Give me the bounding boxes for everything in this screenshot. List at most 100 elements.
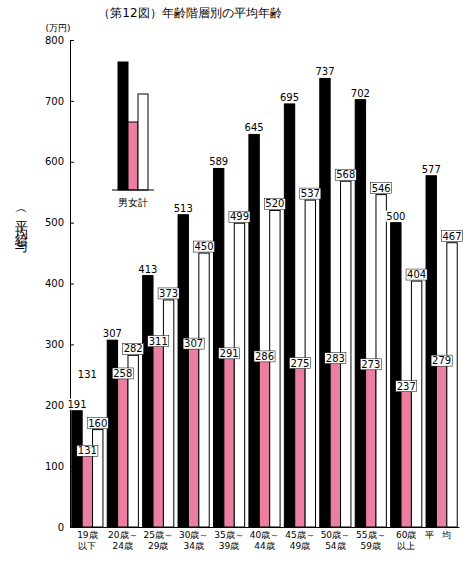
data-label-background	[371, 183, 392, 194]
data-label-background	[229, 211, 250, 222]
data-label: 467	[442, 231, 461, 242]
bar	[118, 370, 128, 527]
y-tick-mark	[70, 223, 74, 224]
bar	[163, 300, 173, 527]
bar	[270, 210, 280, 527]
data-label-group: 237	[396, 381, 417, 392]
x-tick-label: 55歳～59歳	[356, 530, 385, 551]
data-label-group: 413	[137, 264, 158, 275]
data-label-background	[183, 338, 204, 349]
y-tick-mark	[70, 162, 74, 163]
bar	[366, 361, 376, 527]
data-label-group: 283	[325, 353, 346, 364]
data-label-background	[335, 169, 356, 180]
data-label-group: 307	[183, 338, 204, 349]
x-tick-label-line: 29歳	[148, 541, 168, 551]
bars	[72, 78, 457, 527]
x-tick-label: 25歳～29歳	[143, 530, 172, 551]
bar	[436, 357, 446, 527]
x-tick-label: 40歳～44歳	[250, 530, 279, 551]
data-label-background	[123, 343, 144, 354]
data-label-group: 546	[371, 183, 392, 194]
data-label-background	[314, 66, 335, 77]
bar	[82, 447, 92, 527]
data-label: 404	[407, 269, 426, 280]
x-tick: 35歳～39歳	[214, 527, 243, 551]
x-tick-label-line: 以下	[78, 541, 96, 551]
bar	[401, 383, 411, 527]
data-label: 645	[245, 122, 264, 133]
bar	[199, 253, 209, 527]
x-tick: 19歳以下	[77, 527, 97, 551]
x-tick-label: 60歳以上	[396, 530, 416, 551]
x-tick-label-line: 44歳	[254, 541, 274, 551]
x-tick: 25歳～29歳	[143, 527, 172, 551]
bar	[391, 223, 401, 527]
x-tick-label-line: 40歳～	[250, 530, 279, 540]
y-axis: 0100200300400500600700800	[45, 35, 74, 533]
data-label: 275	[290, 358, 309, 369]
data-label-background	[173, 203, 194, 214]
y-tick-label: 0	[58, 522, 64, 533]
x-tick-label: 平均	[425, 530, 459, 540]
x-tick-label-line: 25歳～	[143, 530, 172, 540]
y-tick: 600	[45, 156, 74, 167]
y-tick: 500	[45, 217, 74, 228]
data-label-background	[396, 381, 417, 392]
data-label-background	[300, 188, 321, 199]
x-tick-label-line: 24歳	[113, 541, 133, 551]
data-label-group: 282	[123, 343, 144, 354]
data-label: 279	[432, 355, 451, 366]
data-label-group: 373	[158, 288, 179, 299]
data-label: 577	[422, 164, 441, 175]
data-label-background	[137, 264, 158, 275]
data-label-background	[158, 288, 179, 299]
x-tick-label-line: 30歳～	[179, 530, 208, 540]
data-label-group: 191	[66, 399, 87, 410]
data-label-group: 467	[441, 231, 462, 242]
data-label-background	[102, 328, 123, 339]
y-tick-label: 700	[45, 96, 64, 107]
y-tick-mark	[70, 466, 74, 467]
data-label: 737	[315, 66, 334, 77]
data-label: 373	[159, 288, 178, 299]
x-tick-label-line: 平均	[425, 530, 459, 540]
x-tick-label-line: 以上	[397, 541, 415, 551]
data-label-group: 286	[254, 351, 275, 362]
data-label: 237	[397, 381, 416, 392]
x-tick-label-line: 49歳	[290, 541, 310, 551]
bar	[411, 281, 421, 527]
y-tick-label: 100	[45, 461, 64, 472]
x-tick-label-line: 35歳～	[214, 530, 243, 540]
x-tick-label-line: 20歳～	[108, 530, 137, 540]
x-tick: 45歳～49歳	[285, 527, 314, 551]
x-tick-label-line: 55歳～	[356, 530, 385, 540]
x-tick-label: 19歳以下	[77, 530, 97, 551]
x-tick-label-line: 59歳	[361, 541, 381, 551]
data-label-background	[112, 368, 133, 379]
annotation: 131	[78, 369, 97, 380]
bar	[128, 355, 138, 527]
data-label-background	[289, 358, 310, 369]
data-label-background	[244, 122, 265, 133]
data-label-group: 500	[385, 211, 406, 222]
data-label-background	[350, 88, 371, 99]
x-tick-label-line: 39歳	[219, 541, 239, 551]
data-label-background	[325, 353, 346, 364]
plot-area: 010020030040050060070080019歳以下20歳～24歳25歳…	[45, 35, 463, 551]
bar	[259, 353, 269, 527]
legend-swatch	[138, 94, 148, 190]
x-tick-label: 35歳～39歳	[214, 530, 243, 551]
bar	[178, 215, 188, 527]
bar	[72, 411, 82, 527]
data-label-background	[431, 355, 452, 366]
bar	[355, 100, 365, 527]
x-tick-label-line: 50歳～	[321, 530, 350, 540]
data-label-group: 568	[335, 169, 356, 180]
data-label: 273	[361, 359, 380, 370]
data-label-background	[264, 198, 285, 209]
x-tick-label: 45歳～49歳	[285, 530, 314, 551]
x-tick: 平均	[425, 527, 459, 540]
data-label-group: 273	[360, 359, 381, 370]
data-label: 520	[265, 198, 284, 209]
